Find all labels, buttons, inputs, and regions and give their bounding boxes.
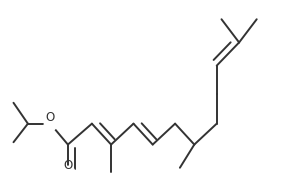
Text: O: O — [46, 111, 55, 124]
Text: O: O — [63, 159, 72, 172]
